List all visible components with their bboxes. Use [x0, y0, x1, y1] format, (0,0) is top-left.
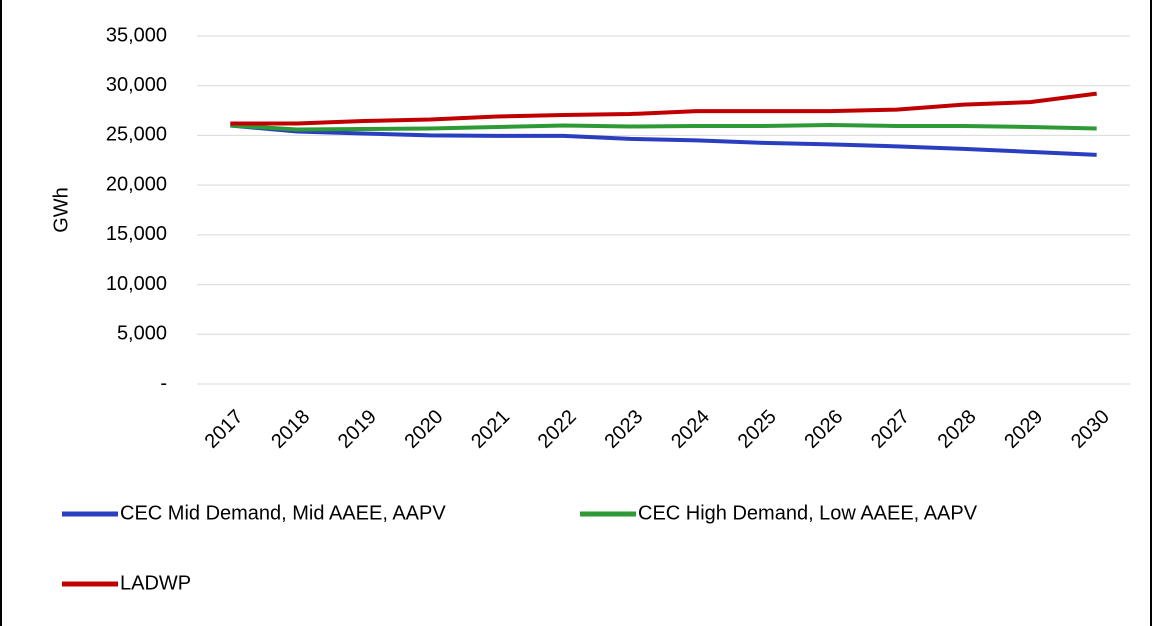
y-tick-label: 30,000 [106, 74, 167, 96]
x-tick-label: 2023 [600, 406, 647, 453]
y-tick-label: 5,000 [117, 323, 167, 345]
x-tick-label: 2018 [267, 406, 314, 453]
x-tick-label: 2022 [534, 406, 581, 453]
x-tick-label: 2017 [201, 406, 248, 453]
x-tick-label: 2020 [400, 406, 447, 453]
y-tick-label: - [160, 372, 167, 394]
x-tick-label: 2025 [734, 406, 781, 453]
x-tick-label: 2021 [467, 406, 514, 453]
series-line [230, 123, 1097, 157]
x-tick-label: 2027 [867, 406, 914, 453]
x-tick-label: 2026 [800, 406, 847, 453]
x-tick-label: 2028 [934, 406, 981, 453]
x-tick-label: 2024 [667, 406, 714, 453]
series-line [230, 91, 1097, 126]
x-tick-label: 2029 [1000, 406, 1047, 453]
x-tick-label: 2030 [1067, 406, 1114, 453]
y-tick-label: 20,000 [106, 173, 167, 195]
y-axis-label: GWh [50, 187, 72, 233]
legend-label: LADWP [120, 572, 191, 594]
legend-label: CEC Mid Demand, Mid AAEE, AAPV [120, 502, 446, 524]
y-tick-label: 25,000 [106, 124, 167, 146]
legend-label: CEC High Demand, Low AAEE, AAPV [638, 502, 978, 524]
y-tick-label: 15,000 [106, 223, 167, 245]
series-line [230, 122, 1097, 132]
x-tick-label: 2019 [334, 406, 381, 453]
y-tick-label: 35,000 [106, 24, 167, 46]
y-tick-label: 10,000 [106, 273, 167, 295]
